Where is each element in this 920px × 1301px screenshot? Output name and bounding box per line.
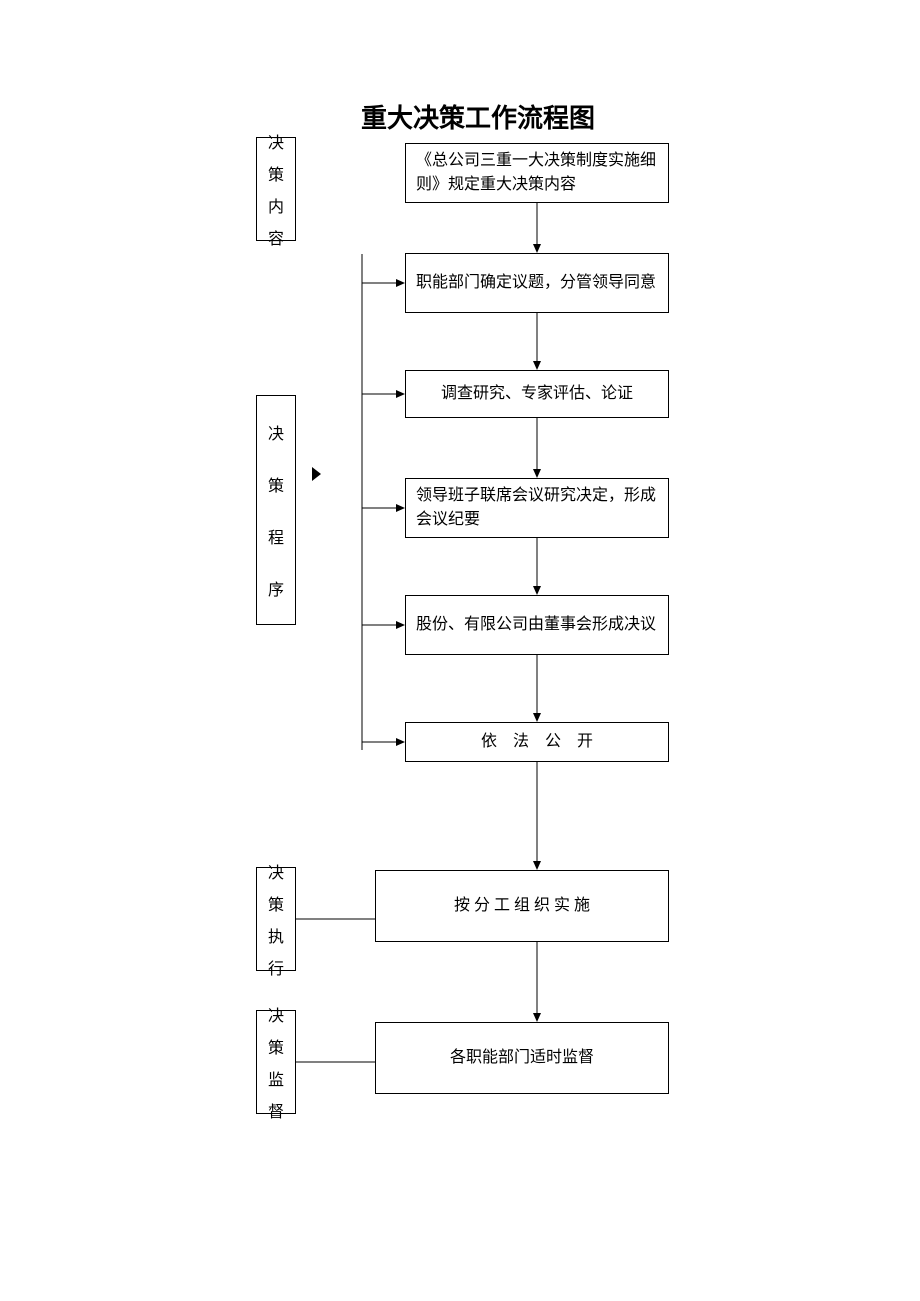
flow-node-N7: 按 分 工 组 织 实 施 [375, 870, 669, 942]
phase-label-L2: 决策程序 [256, 395, 296, 625]
flow-node-N1: 《总公司三重一大决策制度实施细则》规定重大决策内容 [405, 143, 669, 203]
phase-label-L3: 决策执行 [256, 867, 296, 971]
flow-node-N3: 调查研究、专家评估、论证 [405, 370, 669, 418]
flow-node-N6: 依 法 公 开 [405, 722, 669, 762]
phase-label-L1: 决策内容 [256, 137, 296, 241]
phase-label-L4: 决策监督 [256, 1010, 296, 1114]
flow-node-N2: 职能部门确定议题，分管领导同意 [405, 253, 669, 313]
flow-node-N8: 各职能部门适时监督 [375, 1022, 669, 1094]
flow-node-N4: 领导班子联席会议研究决定，形成会议纪要 [405, 478, 669, 538]
flow-node-N5: 股份、有限公司由董事会形成决议 [405, 595, 669, 655]
diagram-title: 重大决策工作流程图 [318, 98, 638, 135]
